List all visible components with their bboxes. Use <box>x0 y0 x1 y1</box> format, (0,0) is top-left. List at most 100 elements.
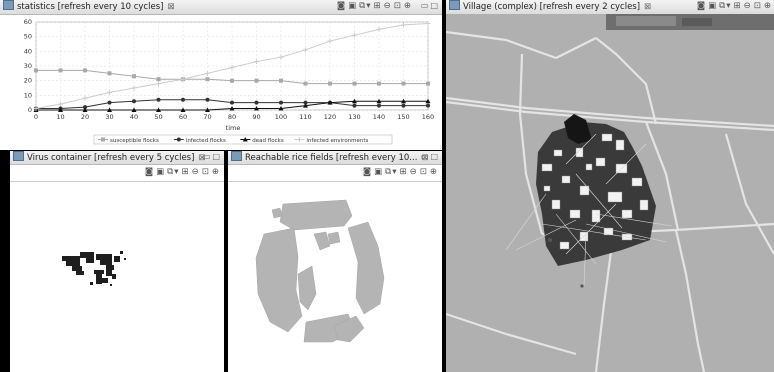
layout-icon[interactable]: ⊞ <box>181 167 190 177</box>
minimize-icon[interactable]: ▭ <box>420 1 431 10</box>
y-tick-label: 50 <box>24 33 32 41</box>
data-point <box>352 103 357 108</box>
display-icon[interactable]: ◙ <box>144 167 155 177</box>
x-tick-label: 10 <box>56 113 64 121</box>
display-icon[interactable]: ◙ <box>362 167 373 177</box>
layers-icon[interactable]: ⧉▾ <box>359 1 372 11</box>
zoom-in-icon[interactable]: ⊕ <box>429 167 438 177</box>
view-icon <box>13 151 24 161</box>
layout-icon[interactable]: ⊞ <box>399 167 408 177</box>
data-point <box>254 59 259 65</box>
data-point <box>131 85 137 91</box>
zoom-fit-icon[interactable]: ⊡ <box>419 167 428 177</box>
x-tick-label: 120 <box>324 113 336 121</box>
x-tick-label: 80 <box>228 113 236 121</box>
data-point <box>205 77 210 82</box>
data-point <box>296 137 302 142</box>
data-point <box>278 106 284 111</box>
village-view: Village (complex) [refresh every 2 cycle… <box>446 0 774 372</box>
minimize-icon[interactable]: ▭ <box>420 152 431 161</box>
y-tick-label: 0 <box>28 106 32 114</box>
data-point <box>279 100 283 105</box>
x-tick-label: 130 <box>348 113 360 121</box>
close-tab-icon[interactable]: ⊠ <box>198 153 206 163</box>
snapshot-icon[interactable]: ▣ <box>374 167 384 177</box>
virus-container-view: Virus container [refresh every 5 cycles]… <box>10 151 224 372</box>
zoom-fit-icon[interactable]: ⊡ <box>201 167 210 177</box>
data-point <box>82 107 88 112</box>
layout-icon[interactable]: ⊞ <box>733 1 742 11</box>
close-tab-icon[interactable]: ⊠ <box>421 153 429 163</box>
x-tick-label: 150 <box>397 113 409 121</box>
close-tab-icon[interactable]: ⊠ <box>167 2 175 12</box>
statistics-chart: 0 10 20 30 40 50 60 0 10 20 30 40 50 60 70 80 90 100 110 12… <box>24 18 434 145</box>
series-infected-environments <box>33 20 431 112</box>
minimize-icon[interactable]: ▭ <box>202 152 213 161</box>
x-tick-label: 40 <box>130 113 138 121</box>
x-axis-label: time <box>226 124 241 132</box>
zoom-fit-icon[interactable]: ⊡ <box>393 1 402 11</box>
legend-entry: dead flocks <box>240 137 284 144</box>
display-icon[interactable]: ◙ <box>336 1 347 11</box>
data-point <box>242 137 248 142</box>
data-point <box>181 97 185 102</box>
data-point <box>254 78 259 83</box>
data-point <box>205 107 210 112</box>
virus-title: Virus container [refresh every 5 cycles] <box>27 153 195 163</box>
layers-icon[interactable]: ⧉▾ <box>719 1 732 11</box>
snapshot-icon[interactable]: ▣ <box>348 1 358 11</box>
statistics-tab[interactable]: statistics [refresh every 10 cycles] ⊠ <box>0 0 442 15</box>
data-point <box>425 20 431 26</box>
layers-icon[interactable]: ⧉▾ <box>167 167 180 177</box>
data-point <box>327 100 333 105</box>
data-point <box>352 98 357 104</box>
data-point <box>327 38 333 44</box>
data-point <box>180 107 186 112</box>
view-icon <box>231 151 242 161</box>
zoom-in-icon[interactable]: ⊕ <box>403 1 412 11</box>
zoom-out-icon[interactable]: ⊖ <box>191 167 200 177</box>
layout-icon[interactable]: ⊞ <box>373 1 382 11</box>
village-map <box>446 14 774 372</box>
data-point <box>156 97 161 102</box>
x-tick-label: 0 <box>34 113 38 121</box>
zoom-in-icon[interactable]: ⊕ <box>763 1 772 11</box>
close-tab-icon[interactable]: ⊠ <box>644 2 652 12</box>
snapshot-icon[interactable]: ▣ <box>156 167 166 177</box>
data-point <box>278 54 284 60</box>
statistics-title: statistics [refresh every 10 cycles] <box>17 2 164 12</box>
maximize-icon[interactable]: □ <box>212 152 222 161</box>
zoom-fit-icon[interactable]: ⊡ <box>753 1 762 11</box>
legend-label: susceptible flocks <box>110 138 159 144</box>
data-point <box>425 98 431 104</box>
data-point <box>401 98 406 104</box>
data-point <box>205 70 210 76</box>
data-point <box>107 71 112 76</box>
layers-icon[interactable]: ⧉▾ <box>385 167 398 177</box>
x-tick-label: 30 <box>105 113 113 121</box>
zoom-out-icon[interactable]: ⊖ <box>383 1 392 11</box>
zoom-out-icon[interactable]: ⊖ <box>743 1 752 11</box>
data-point <box>254 100 259 105</box>
data-point <box>229 106 235 111</box>
maximize-icon[interactable]: □ <box>430 152 440 161</box>
legend-entry: infected flocks <box>173 137 226 144</box>
maximize-icon[interactable]: □ <box>430 1 440 10</box>
rice-title: Reachable rice fields [refresh every 10.… <box>245 153 418 163</box>
data-point <box>230 78 234 83</box>
data-point <box>180 76 186 82</box>
zoom-out-icon[interactable]: ⊖ <box>409 167 418 177</box>
data-point <box>303 103 308 108</box>
rice-tab[interactable]: Reachable rice fields [refresh every 10.… <box>228 151 442 165</box>
data-point <box>328 81 332 86</box>
data-point <box>101 137 105 142</box>
series-susceptible-flocks <box>34 68 430 86</box>
virus-tab[interactable]: Virus container [refresh every 5 cycles]… <box>10 151 224 165</box>
data-point <box>132 74 136 79</box>
snapshot-icon[interactable]: ▣ <box>708 1 718 11</box>
virus-map <box>62 251 126 286</box>
series-infected-flocks <box>34 97 430 111</box>
display-icon[interactable]: ◙ <box>696 1 707 11</box>
chart-view-icon <box>3 0 14 10</box>
zoom-in-icon[interactable]: ⊕ <box>211 167 220 177</box>
